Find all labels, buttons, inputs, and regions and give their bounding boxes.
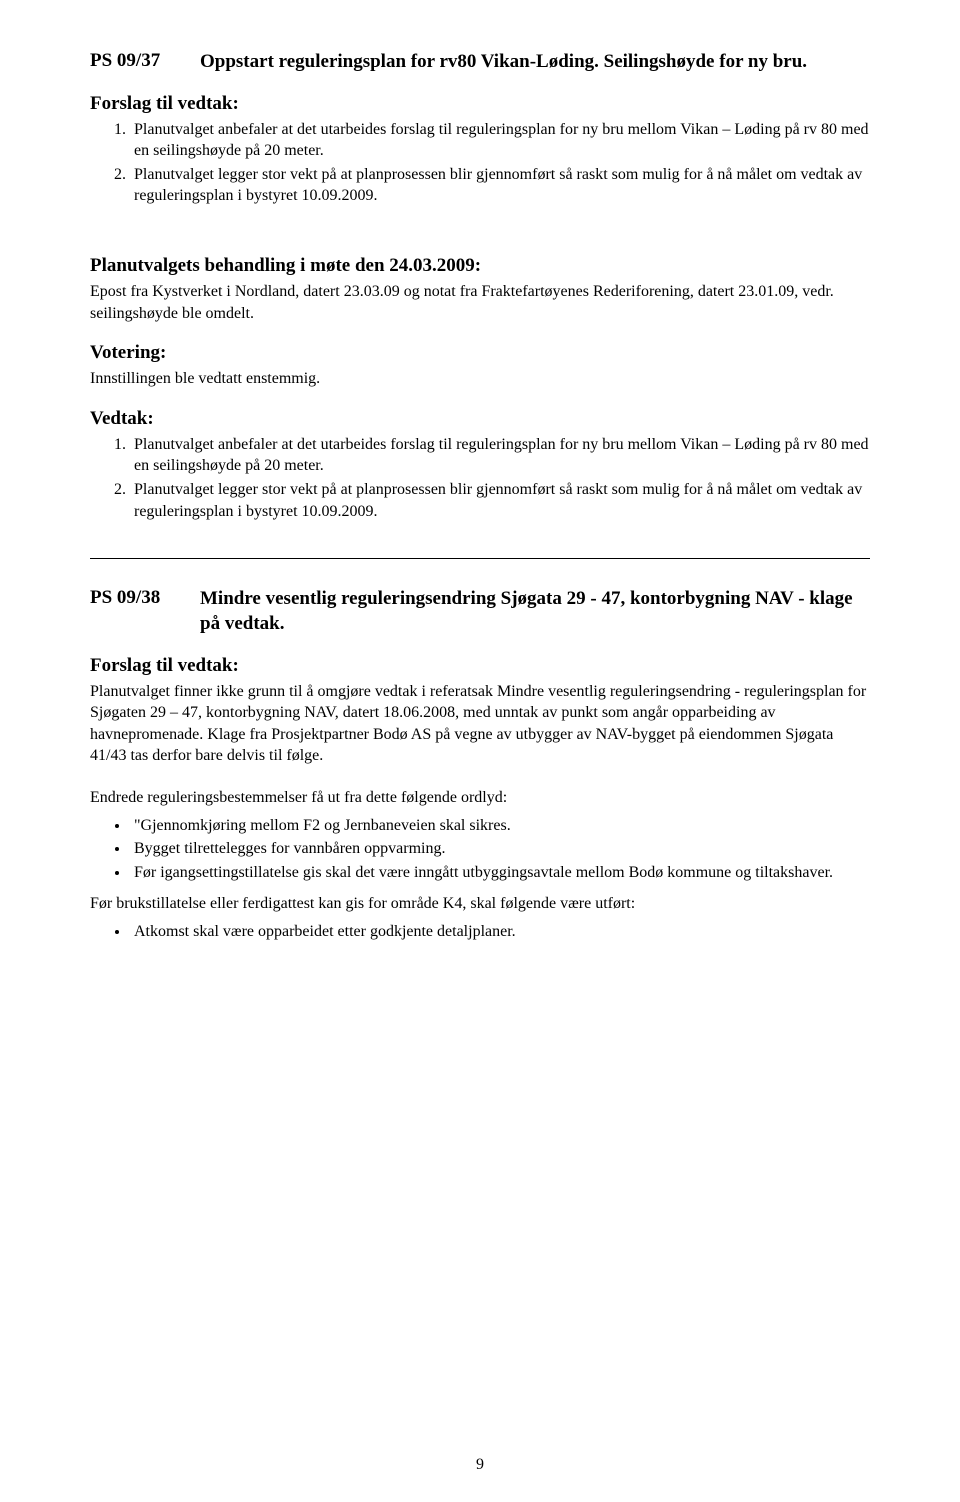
forslag-list: Planutvalget anbefaler at det utarbeides… <box>90 119 870 207</box>
page-number: 9 <box>0 1456 960 1474</box>
list-item: Planutvalget legger stor vekt på at plan… <box>130 164 870 207</box>
forslag-heading: Forslag til vedtak: <box>90 93 870 115</box>
section-title: Mindre vesentlig reguleringsendring Sjøg… <box>200 587 870 636</box>
section-id: PS 09/38 <box>90 587 200 609</box>
forslag-heading: Forslag til vedtak: <box>90 655 870 677</box>
endrede-text: Endrede reguleringsbestemmelser få ut fr… <box>90 787 870 809</box>
section-heading: PS 09/37 Oppstart reguleringsplan for rv… <box>90 50 870 75</box>
before-text: Før brukstillatelse eller ferdigattest k… <box>90 893 870 915</box>
behandling-heading: Planutvalgets behandling i møte den 24.0… <box>90 255 870 277</box>
list-item: Planutvalget legger stor vekt på at plan… <box>130 479 870 522</box>
forslag-text: Planutvalget finner ikke grunn til å omg… <box>90 681 870 767</box>
vedtak-list: Planutvalget anbefaler at det utarbeides… <box>90 434 870 522</box>
list-item: Atkomst skal være opparbeidet etter godk… <box>130 921 870 943</box>
behandling-text: Epost fra Kystverket i Nordland, datert … <box>90 281 870 324</box>
votering-heading: Votering: <box>90 342 870 364</box>
bullet-list: "Gjennomkjøring mellom F2 og Jernbanevei… <box>90 815 870 884</box>
section-title: Oppstart reguleringsplan for rv80 Vikan-… <box>200 50 807 75</box>
document-page: PS 09/37 Oppstart reguleringsplan for rv… <box>0 0 960 1502</box>
bullet-list: Atkomst skal være opparbeidet etter godk… <box>90 921 870 943</box>
section-id: PS 09/37 <box>90 50 200 72</box>
list-item: Før igangsettingstillatelse gis skal det… <box>130 862 870 884</box>
list-item: Planutvalget anbefaler at det utarbeides… <box>130 434 870 477</box>
votering-text: Innstillingen ble vedtatt enstemmig. <box>90 368 870 390</box>
vedtak-heading: Vedtak: <box>90 408 870 430</box>
list-item: Planutvalget anbefaler at det utarbeides… <box>130 119 870 162</box>
list-item: "Gjennomkjøring mellom F2 og Jernbanevei… <box>130 815 870 837</box>
list-item: Bygget tilrettelegges for vannbåren oppv… <box>130 838 870 860</box>
section-heading: PS 09/38 Mindre vesentlig reguleringsend… <box>90 587 870 636</box>
section-divider <box>90 558 870 559</box>
